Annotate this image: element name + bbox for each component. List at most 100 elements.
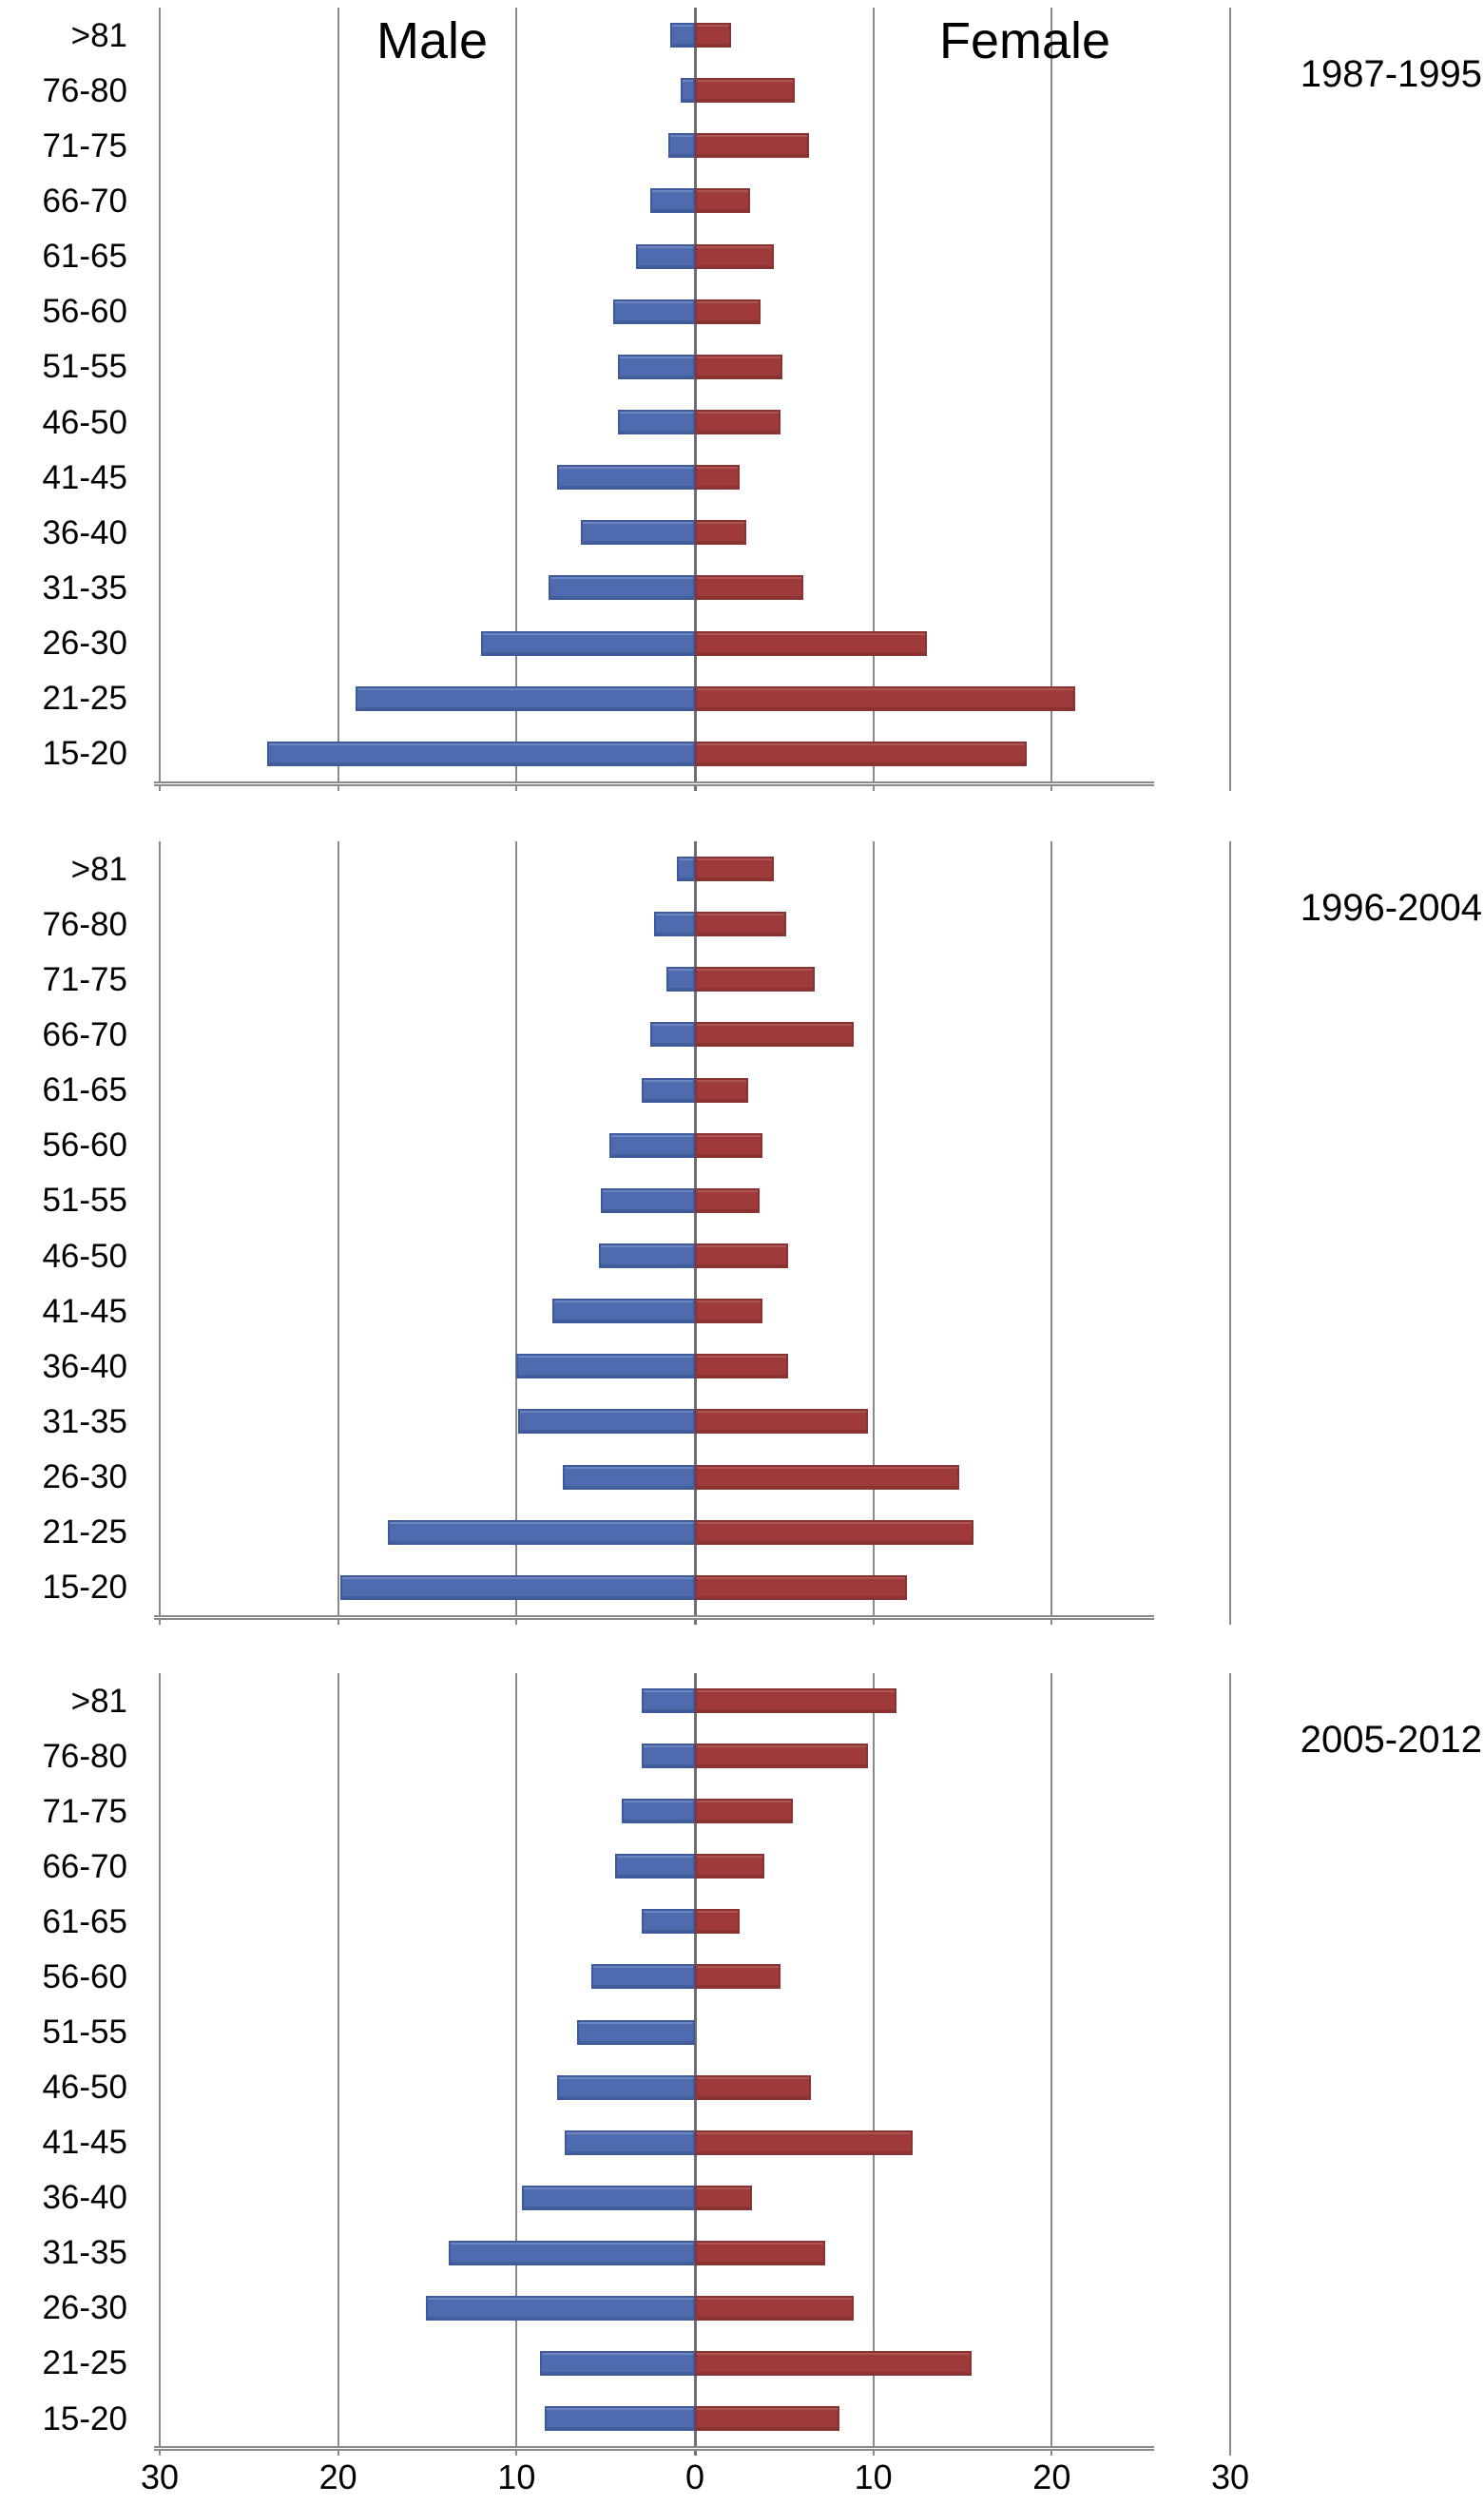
male-half [160,1909,695,1935]
age-group-label: 71-75 [42,960,127,998]
female-half [695,410,1230,435]
male-bar [521,2185,695,2210]
plot-area [154,841,1231,1625]
male-series-label: Male [376,12,489,69]
female-bar [695,2185,753,2210]
age-group-label: 66-70 [42,182,127,220]
gridline [872,8,875,791]
female-half [695,1187,1230,1213]
age-group-label: 36-40 [42,1347,127,1385]
female-half [695,2350,1230,2376]
pyramid-row [160,118,1230,173]
age-group-label: 41-45 [42,2124,127,2162]
female-bar [695,299,761,324]
male-half [160,78,695,104]
female-half [695,2074,1230,2100]
male-half [160,1354,695,1379]
age-group-label: 21-25 [42,2344,127,2382]
pyramid-row [160,450,1230,505]
female-half [695,465,1230,491]
male-half [160,1574,695,1600]
pyramid-row [160,339,1230,395]
gridline [159,841,161,1625]
period-label: 2005-2012 [1300,1719,1482,1761]
gridline [515,1673,518,2456]
pyramid-row [160,1394,1230,1449]
pyramid-row [160,1894,1230,1949]
age-group-label: >81 [70,1682,127,1720]
female-bar [695,1574,908,1600]
female-half [695,967,1230,992]
female-bar [695,2240,825,2265]
pyramid-row [160,2170,1230,2226]
female-half [695,1964,1230,1990]
female-half [695,2240,1230,2265]
pyramid-row [160,2060,1230,2115]
pyramid-row [160,1339,1230,1394]
gridline [337,1673,339,2456]
female-bar [695,1688,897,1714]
female-bar [695,1243,788,1269]
male-bar [388,1519,695,1545]
bar-rows [160,841,1230,1615]
bar-rows [160,8,1230,781]
male-bar [518,1409,695,1435]
female-bar [695,2406,839,2432]
age-group-label: 71-75 [42,126,127,164]
pyramid-panel-1: >81 76-80 71-75 66-70 61-65 56-60 51-55 46-50 41… [0,8,1484,791]
pyramid-row [160,1450,1230,1505]
pyramid-row [160,1949,1230,2004]
male-bar [551,1299,695,1324]
male-half [160,1132,695,1158]
age-group-label: 46-50 [42,403,127,441]
female-half [695,575,1230,601]
female-bar [695,967,815,992]
male-bar [545,2406,695,2432]
male-bar [266,741,695,766]
pyramid-row [160,1505,1230,1560]
male-half [160,1243,695,1269]
age-group-label: 41-45 [42,1292,127,1330]
male-half [160,410,695,435]
male-half [160,2295,695,2321]
pyramid-row [160,2226,1230,2281]
female-bar [695,243,774,269]
female-bar [695,465,740,491]
male-bar [600,1187,695,1213]
age-group-label: 26-30 [42,1458,127,1496]
female-bar [695,630,927,656]
male-bar [650,1022,695,1048]
female-bar [695,1744,869,1769]
female-half [695,1519,1230,1545]
male-half [160,1464,695,1490]
pyramid-row [160,173,1230,228]
age-group-label: 21-25 [42,680,127,718]
age-group-label: >81 [70,16,127,54]
male-half [160,2406,695,2432]
female-half [695,2406,1230,2432]
age-group-label: 51-55 [42,1182,127,1220]
age-group-label: 46-50 [42,2069,127,2107]
male-half [160,354,695,379]
gridline [515,8,518,791]
male-bar [608,1132,695,1158]
pyramid-row [160,229,1230,284]
pyramid-panel-3: >81 76-80 71-75 66-70 61-65 56-60 51-55 46-50 41… [0,1673,1484,2456]
female-bar [695,354,782,379]
male-bar [598,1243,695,1269]
bar-rows [160,1673,1230,2446]
male-bar [577,2019,695,2045]
age-group-label: 76-80 [42,71,127,109]
age-group-label: 66-70 [42,1847,127,1885]
male-bar [666,967,695,992]
age-axis-labels: >81 76-80 71-75 66-70 61-65 56-60 51-55 46-50 41… [0,1673,129,2446]
male-bar [449,2240,695,2265]
male-half [160,299,695,324]
male-half [160,1077,695,1103]
female-bar [695,133,810,159]
female-half [695,630,1230,656]
pyramid-row [160,896,1230,952]
male-bar [339,1574,695,1600]
age-axis-labels: >81 76-80 71-75 66-70 61-65 56-60 51-55 46-50 41… [0,8,129,781]
